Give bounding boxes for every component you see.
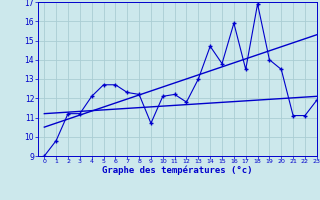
X-axis label: Graphe des températures (°c): Graphe des températures (°c) <box>102 166 253 175</box>
